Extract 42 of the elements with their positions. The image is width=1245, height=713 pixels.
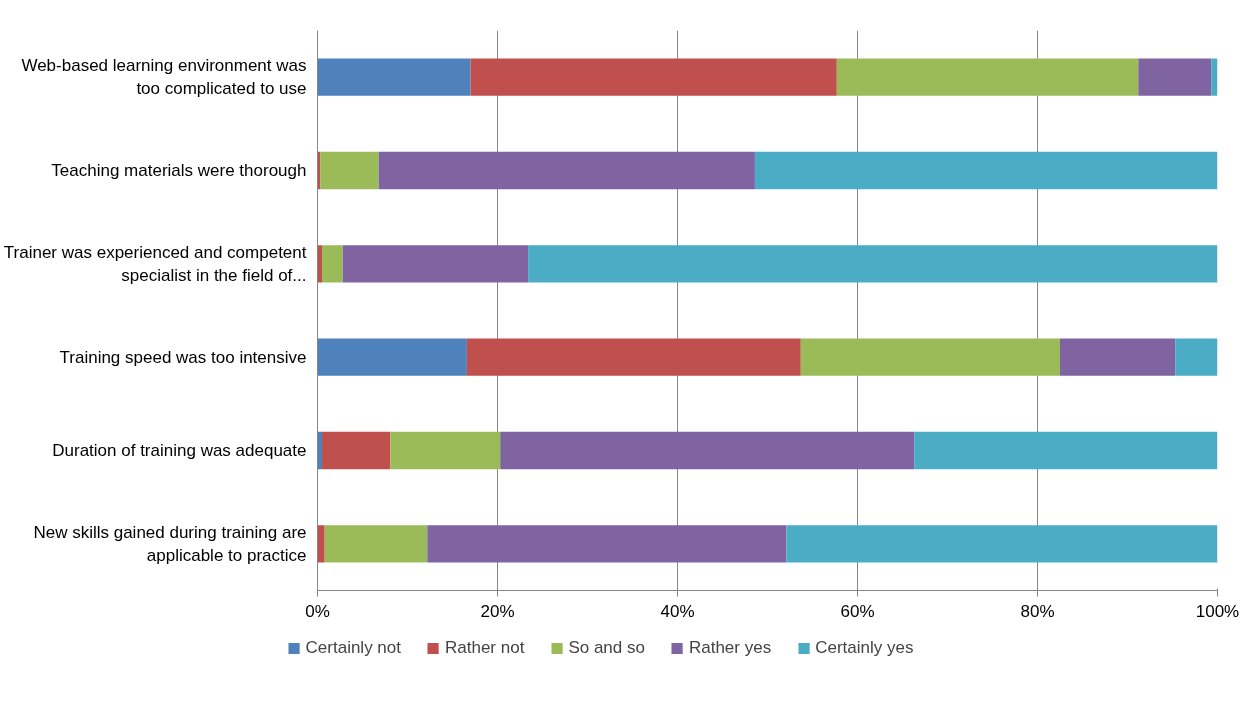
bar <box>1175 338 1218 376</box>
legend-label: Rather not <box>445 638 525 658</box>
y-tick-label: Web-based learning environment was too complicated to use <box>21 56 307 99</box>
legend-label: Rather yes <box>688 638 772 658</box>
bar <box>470 58 837 96</box>
y-tick-label: Duration of training was adequate <box>52 441 307 460</box>
bar <box>1138 58 1212 96</box>
bar <box>317 58 471 96</box>
bar <box>427 525 787 563</box>
x-tick-label: 80% <box>1020 601 1055 621</box>
bar <box>317 245 322 283</box>
x-tick-label: 0% <box>305 601 330 621</box>
y-tick-label: Training speed was too intensive <box>59 347 307 367</box>
bar <box>1211 58 1218 96</box>
bar <box>754 151 1218 190</box>
y-tick-label: New skills gained during training are applicable to practice <box>33 522 307 565</box>
x-tick-label: 40% <box>660 601 695 621</box>
bar <box>322 431 391 470</box>
bar <box>1060 338 1176 376</box>
bar <box>390 431 501 470</box>
y-tick-label: Teaching materials were thorough <box>51 161 307 180</box>
bar <box>786 525 1218 563</box>
bar <box>836 58 1139 96</box>
bar <box>378 151 755 190</box>
x-tick-label: 60% <box>840 601 875 621</box>
bar <box>324 525 428 563</box>
y-tick-label: Trainer was experienced and competent specialist in the field of... <box>3 242 307 285</box>
legend-label: Certainly yes <box>815 638 914 658</box>
bar <box>317 338 467 376</box>
bar <box>322 245 343 283</box>
bar <box>914 431 1218 470</box>
bar <box>342 245 529 283</box>
x-tick-label: 20% <box>480 601 515 621</box>
x-tick-label: 100% <box>1195 601 1240 621</box>
bar <box>320 151 379 190</box>
bar <box>800 338 1060 376</box>
bar <box>500 431 915 470</box>
bar <box>317 525 325 563</box>
legend-label: Certainly not <box>305 638 402 658</box>
legend-label: So and so <box>568 638 645 658</box>
bar <box>466 338 801 376</box>
bar <box>528 245 1218 283</box>
